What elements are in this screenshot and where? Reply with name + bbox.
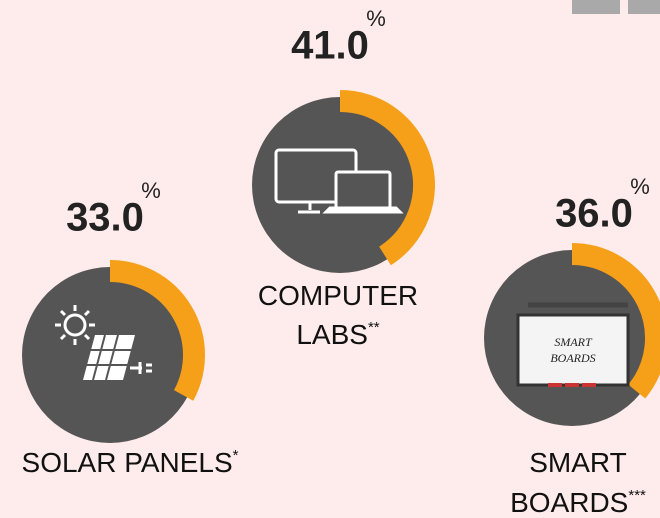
icon-text: BOARDS xyxy=(550,351,595,365)
decor xyxy=(628,0,660,14)
category-label-text: BOARDS xyxy=(510,487,628,518)
category-label: SOLAR PANELS* xyxy=(22,447,239,478)
footnote-mark: * xyxy=(233,447,239,464)
value-label: 36.0 xyxy=(555,192,633,236)
infographic: 33.0% SOLAR PANELS* 41.0% COMPUTER LABS** 36.… xyxy=(0,0,660,518)
category-label-text: LABS xyxy=(296,319,368,350)
unit-label: % xyxy=(141,178,161,203)
value-label: 41.0 xyxy=(291,24,369,68)
category-label: SMART xyxy=(529,447,627,478)
category-label: COMPUTER xyxy=(258,280,418,311)
footnote-mark: *** xyxy=(628,487,646,504)
footnote-mark: ** xyxy=(368,319,380,336)
unit-label: % xyxy=(366,6,386,31)
unit-label: % xyxy=(630,174,650,199)
category-label-text: SOLAR PANELS xyxy=(22,447,233,478)
value-label: 33.0 xyxy=(66,196,144,240)
page: 33.0% SOLAR PANELS* 41.0% COMPUTER LABS** 36.… xyxy=(0,0,660,518)
icon-text: SMART xyxy=(554,335,593,349)
category-label: BOARDS*** xyxy=(510,487,646,518)
decor xyxy=(572,0,620,14)
category-label-text: COMPUTER xyxy=(258,280,418,311)
category-label-text: SMART xyxy=(529,447,627,478)
category-label: LABS** xyxy=(296,319,379,350)
